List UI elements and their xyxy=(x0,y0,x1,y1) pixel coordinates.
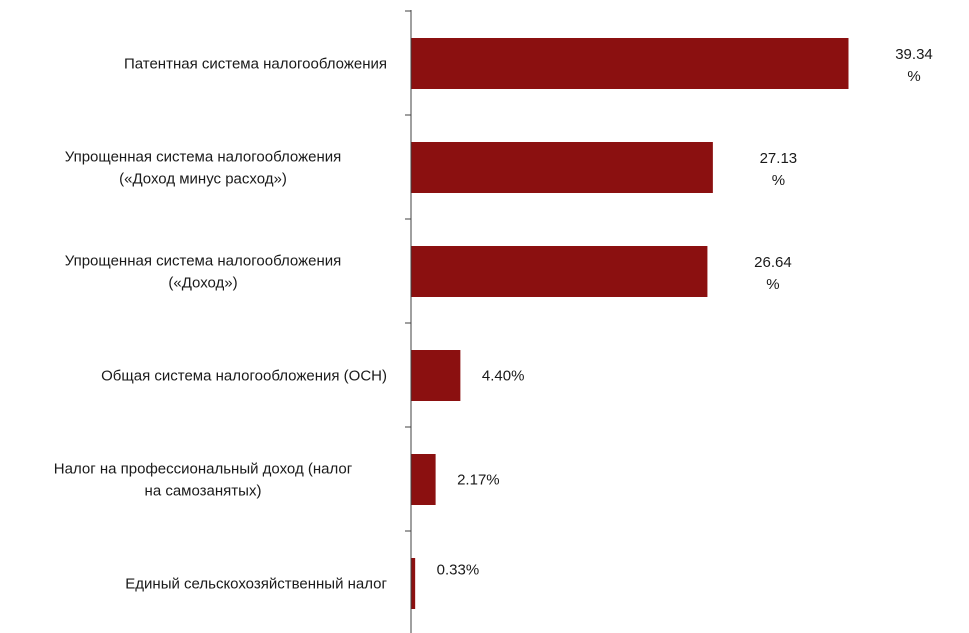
bar xyxy=(411,350,461,401)
bar xyxy=(411,38,849,89)
data-label: 27.13% xyxy=(760,150,798,189)
category-label: Упрощенная система налогообложения («Дохо… xyxy=(65,253,342,292)
bar xyxy=(411,454,436,505)
category-label: Упрощенная система налогообложения («Дохо… xyxy=(65,149,342,188)
bar xyxy=(411,558,416,609)
data-label: 4.40% xyxy=(482,368,525,385)
category-label: Общая система налогообложения (ОСН) xyxy=(101,368,387,385)
category-label: Единый сельскохозяйственный налог xyxy=(125,576,387,593)
category-label: Налог на профессиональный доход (налог на… xyxy=(54,461,353,500)
data-label: 39.34% xyxy=(895,46,933,85)
bar xyxy=(411,142,713,193)
data-label: 2.17% xyxy=(457,472,500,489)
category-label: Патентная система налогообложения xyxy=(124,56,387,73)
data-label: 0.33% xyxy=(437,562,480,579)
data-label: 26.64% xyxy=(754,254,792,293)
bar xyxy=(411,246,708,297)
